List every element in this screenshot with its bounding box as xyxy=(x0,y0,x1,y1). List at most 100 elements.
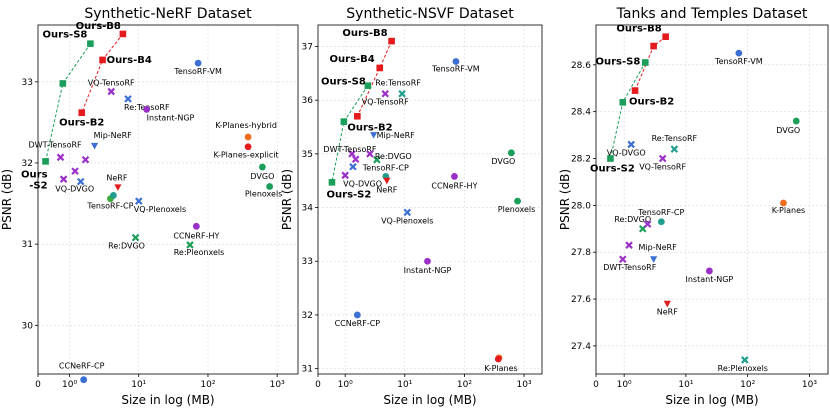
y-tick-label: 32 xyxy=(302,311,313,321)
data-point xyxy=(650,42,657,50)
data-point xyxy=(186,241,194,249)
data-point xyxy=(373,155,381,164)
data-point xyxy=(424,257,431,265)
data-label: VQ-DVGO xyxy=(343,179,382,188)
x-tick-label: 10¹ xyxy=(678,380,693,390)
x-tick-label: 10¹ xyxy=(131,380,146,390)
data-label: CCNeRF-HY xyxy=(431,181,477,190)
data-label: CCNeRF-HY xyxy=(173,231,219,240)
data-label: Re:TensoRF xyxy=(375,79,421,88)
data-point xyxy=(366,150,374,158)
data-label: DVGO xyxy=(491,157,515,166)
y-tick-label: 36 xyxy=(302,96,314,106)
data-label: TensoRF-CP xyxy=(637,208,684,217)
y-tick-label: 37 xyxy=(302,42,313,52)
data-point xyxy=(507,149,515,157)
data-label: NeRF xyxy=(657,308,678,317)
data-label: K-Planes-explicit xyxy=(214,151,279,160)
data-label: VQ-DVGO xyxy=(55,185,94,194)
data-label: Ours-B8 xyxy=(616,24,661,35)
data-point xyxy=(663,300,671,308)
series-line xyxy=(45,43,91,162)
data-point xyxy=(114,184,122,191)
data-label: Ours-S8 xyxy=(43,30,88,41)
data-label: Ours-B2 xyxy=(59,118,104,129)
data-label: Plenoxels xyxy=(245,190,283,199)
data-point xyxy=(657,218,665,226)
data-point xyxy=(705,267,713,275)
y-tick-label: 30 xyxy=(22,321,34,331)
data-label: DVGO xyxy=(250,172,274,181)
data-point xyxy=(56,153,65,162)
data-point xyxy=(643,220,652,228)
x-tick-label: 10² xyxy=(740,380,755,390)
data-label: K-Planes xyxy=(484,364,517,373)
data-point xyxy=(244,143,252,151)
y-tick-label: 27.8 xyxy=(571,248,591,258)
data-label: Ours-S2 xyxy=(21,169,48,191)
y-tick-label: 28.6 xyxy=(571,61,591,71)
data-label: Ours-S2 xyxy=(590,164,635,175)
data-point xyxy=(642,59,649,66)
y-tick-label: 28.4 xyxy=(571,108,591,118)
data-label: Re:DVGO xyxy=(375,152,412,161)
data-point xyxy=(71,167,79,175)
data-point xyxy=(452,58,460,65)
data-label: Instant-NGP xyxy=(686,275,734,284)
data-label: CCNeRF-CP xyxy=(335,319,381,328)
x-tick-label: 10⁰ xyxy=(338,380,353,390)
y-axis-label: PSNR (dB) xyxy=(0,169,14,230)
chart-panel-3: 0 10⁰ 10¹ 10² 10³ 27.4 27.6 27.8 28.0 28.2 28.4 28.… xyxy=(558,6,829,407)
data-label: DWT-TensoRF xyxy=(29,140,83,149)
y-tick-label: 35 xyxy=(302,150,313,160)
data-point xyxy=(353,311,361,319)
data-label: Ours-S8 xyxy=(321,77,366,88)
data-point xyxy=(99,56,106,64)
x-tick-label: 10³ xyxy=(802,380,817,390)
data-point xyxy=(627,140,635,149)
data-point xyxy=(398,89,406,98)
data-point xyxy=(76,177,85,186)
data-point xyxy=(625,241,633,249)
data-label: DWT-TensoRF xyxy=(323,145,377,154)
data-point xyxy=(364,82,372,89)
data-point xyxy=(780,199,787,207)
data-label: Re:Plenoxels xyxy=(718,364,768,373)
data-label: DVGO xyxy=(776,126,800,135)
data-point xyxy=(662,33,669,41)
y-axis-label: PSNR (dB) xyxy=(280,169,294,230)
data-label: CCNeRF-CP xyxy=(59,362,105,371)
chart-panel-1: 0 10⁰ 10¹ 10² 10³ 30 31 32 33 Synthetic-NeRF Data… xyxy=(0,6,299,407)
x-tick-label: 10⁰ xyxy=(62,380,77,390)
data-label: DWT-TensoRF xyxy=(603,263,657,272)
data-point xyxy=(328,179,336,186)
data-point xyxy=(658,154,667,163)
data-label: Re:DVGO xyxy=(108,242,145,251)
x-tick-label: 10⁰ xyxy=(617,380,632,390)
y-axis-label: PSNR (dB) xyxy=(558,169,572,230)
data-point xyxy=(90,142,99,150)
data-point xyxy=(607,155,614,162)
data-point xyxy=(792,117,800,125)
data-label: Mip-NeRF xyxy=(377,131,416,140)
data-point xyxy=(370,132,378,139)
data-point xyxy=(134,197,143,205)
data-label: Ours-B2 xyxy=(629,97,674,108)
data-point xyxy=(194,59,202,67)
data-label: K-Planes xyxy=(772,206,805,215)
data-point xyxy=(81,155,90,164)
y-tick-label: 33 xyxy=(22,78,33,88)
data-point xyxy=(340,118,348,125)
x-tick-label: 10² xyxy=(457,380,472,390)
x-tick-label: 10³ xyxy=(270,380,285,390)
data-label: VQ-TensoRF xyxy=(362,98,409,107)
series-line xyxy=(609,62,646,159)
x-tick-label: 10³ xyxy=(517,380,532,390)
data-label: Re:DVGO xyxy=(614,215,651,224)
x-tick-label: 10² xyxy=(200,380,215,390)
data-point xyxy=(619,98,627,106)
data-label: NeRF xyxy=(376,186,397,195)
data-label: Ours-B8 xyxy=(342,28,387,39)
